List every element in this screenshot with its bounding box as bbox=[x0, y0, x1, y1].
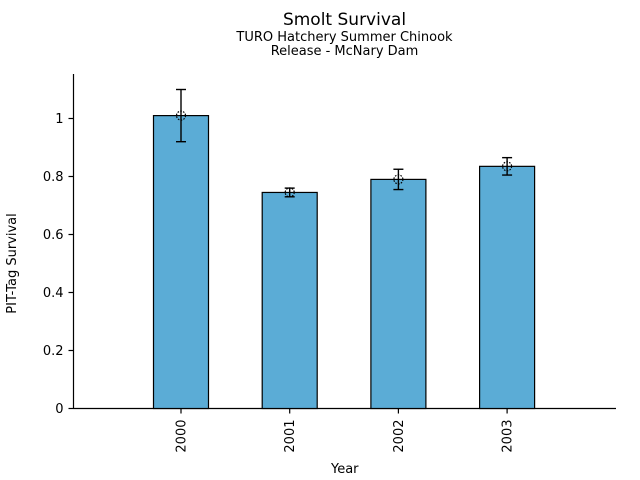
bar-2000 bbox=[152, 114, 210, 410]
x-tick-label-2002: 2002 bbox=[392, 420, 407, 453]
marker-2001 bbox=[284, 187, 295, 198]
bar-2002 bbox=[370, 178, 427, 410]
x-tick-label-2000: 2000 bbox=[175, 420, 190, 453]
marker-2003 bbox=[502, 161, 513, 172]
y-tick-label: 0.6 bbox=[43, 228, 64, 243]
y-tick-label: 0.2 bbox=[43, 344, 64, 359]
x-tick-label-2001: 2001 bbox=[283, 420, 298, 453]
bar-2003 bbox=[479, 165, 536, 410]
y-tick-label: 1 bbox=[55, 112, 63, 127]
marker-2000 bbox=[175, 110, 187, 121]
bar-2001 bbox=[261, 191, 318, 410]
y-tick-label: 0 bbox=[55, 402, 63, 417]
y-tick-label: 0.4 bbox=[43, 286, 64, 301]
x-axis-label: Year bbox=[330, 462, 359, 477]
x-tick-label-2003: 2003 bbox=[501, 420, 516, 453]
y-tick-label: 0.8 bbox=[43, 170, 64, 185]
marker-2002 bbox=[393, 174, 404, 185]
y-axis-label: PIT-Tag Survival bbox=[5, 213, 20, 313]
